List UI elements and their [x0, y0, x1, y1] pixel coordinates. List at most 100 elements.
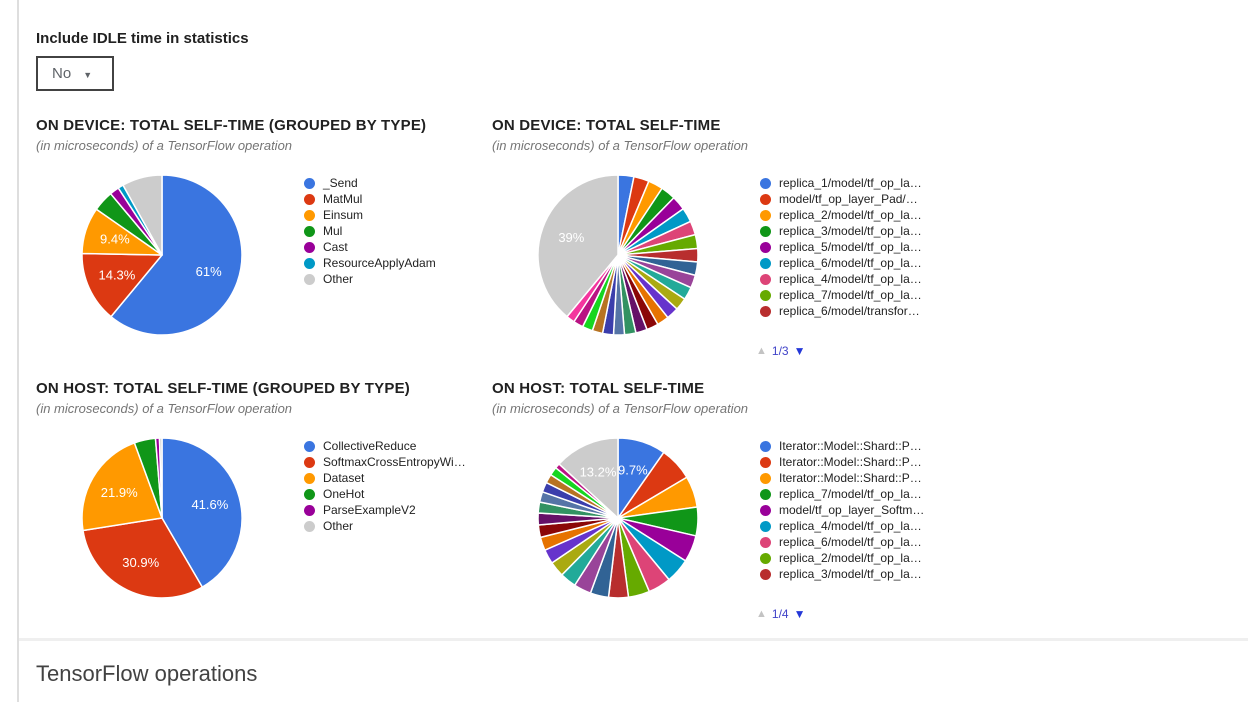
- pie-slice[interactable]: [558, 437, 619, 519]
- legend-swatch: [304, 440, 315, 452]
- legend-pagination: ▲ 1/3 ▼: [756, 344, 948, 358]
- legend-item: replica_2/model/tf_op_la…: [760, 207, 922, 223]
- legend-label: replica_1/model/tf_op_la…: [779, 176, 922, 190]
- legend-item: replica_4/model/tf_op_la…: [760, 271, 922, 287]
- legend-page-down-icon[interactable]: ▼: [793, 607, 806, 621]
- legend-label: Mul: [323, 224, 343, 238]
- pie-slice[interactable]: [110, 174, 243, 336]
- legend-label: replica_5/model/tf_op_la…: [779, 240, 922, 254]
- legend-page-up-icon[interactable]: ▲: [756, 608, 767, 620]
- legend-swatch: [304, 209, 315, 221]
- chart-subtitle: (in microseconds) of a TensorFlow operat…: [36, 138, 293, 153]
- pie-chart[interactable]: 61% 14.3% 9.4%: [78, 171, 246, 339]
- chart-legend: replica_1/model/tf_op_la… model/tf_op_lay…: [760, 171, 922, 339]
- legend-label: Dataset: [323, 471, 365, 485]
- legend-item: replica_3/model/tf_op_la…: [760, 566, 924, 582]
- legend-swatch: [304, 225, 315, 237]
- pie-slice[interactable]: [161, 437, 243, 588]
- legend-item: model/tf_op_layer_Softm…: [760, 502, 924, 518]
- legend-label: replica_6/model/tf_op_la…: [779, 535, 922, 549]
- idle-time-control: Include IDLE time in statistics No ▼: [36, 0, 1248, 91]
- legend-page-label: 1/3: [771, 344, 789, 358]
- legend-item: Iterator::Model::Shard::P…: [760, 438, 924, 454]
- pie-slice-percentage-label: 41.6%: [191, 497, 228, 512]
- legend-item: MatMul: [304, 191, 436, 207]
- legend-item: replica_1/model/tf_op_la…: [760, 175, 922, 191]
- pie-slice-percentage-label: 9.7%: [618, 463, 648, 478]
- legend-label: Iterator::Model::Shard::P…: [779, 439, 922, 453]
- legend-label: MatMul: [323, 192, 363, 206]
- chart-device-by-op: ON DEVICE: TOTAL SELF-TIME (in microseco…: [492, 117, 948, 358]
- legend-label: Einsum: [323, 208, 364, 222]
- legend-label: Other: [323, 519, 354, 533]
- legend-label: replica_7/model/tf_op_la…: [779, 487, 922, 501]
- legend-swatch: [760, 568, 771, 580]
- legend-swatch: [760, 273, 771, 285]
- legend-item: _Send: [304, 175, 436, 191]
- legend-item: replica_2/model/tf_op_la…: [760, 550, 924, 566]
- legend-label: replica_2/model/tf_op_la…: [779, 208, 922, 222]
- legend-label: replica_4/model/tf_op_la…: [779, 519, 922, 533]
- idle-time-select[interactable]: No ▼: [36, 56, 114, 91]
- pie-slice[interactable]: [81, 252, 163, 318]
- legend-label: replica_6/model/transfor…: [779, 304, 920, 318]
- legend-label: CollectiveReduce: [323, 439, 417, 453]
- idle-time-select-value: No: [52, 65, 72, 82]
- legend-swatch: [760, 225, 771, 237]
- legend-label: Cast: [323, 240, 348, 254]
- legend-label: Other: [323, 272, 354, 286]
- legend-swatch: [760, 193, 771, 205]
- section-heading: TensorFlow operations: [36, 661, 258, 686]
- legend-swatch: [760, 472, 771, 484]
- pie-slice[interactable]: [82, 517, 204, 599]
- dropdown-caret-icon: ▼: [83, 69, 93, 80]
- legend-swatch: [760, 257, 771, 269]
- legend-swatch: [760, 305, 771, 317]
- legend-page-label: 1/4: [771, 607, 789, 621]
- legend-label: replica_3/model/tf_op_la…: [779, 224, 922, 238]
- pie-slice-percentage-label: 39%: [558, 230, 584, 245]
- legend-label: replica_4/model/tf_op_la…: [779, 272, 922, 286]
- legend-swatch: [760, 552, 771, 564]
- legend-swatch: [760, 209, 771, 221]
- legend-item: ResourceApplyAdam: [304, 255, 436, 271]
- legend-swatch: [760, 289, 771, 301]
- chart-title: ON DEVICE: TOTAL SELF-TIME (GROUPED BY T…: [36, 117, 427, 134]
- chart-device-by-type: ON DEVICE: TOTAL SELF-TIME (GROUPED BY T…: [36, 117, 492, 358]
- chart-legend: CollectiveReduce SoftmaxCrossEntropyWi… Da…: [304, 434, 466, 602]
- legend-item: SoftmaxCrossEntropyWi…: [304, 454, 466, 470]
- pie-chart[interactable]: 41.6% 30.9% 21.9%: [78, 434, 246, 602]
- legend-item: Iterator::Model::Shard::P…: [760, 454, 924, 470]
- legend-label: SoftmaxCrossEntropyWi…: [323, 455, 466, 469]
- legend-item: OneHot: [304, 486, 466, 502]
- legend-item: Other: [304, 518, 466, 534]
- pie-slice[interactable]: [158, 437, 163, 519]
- legend-item: replica_7/model/tf_op_la…: [760, 486, 924, 502]
- pie-slice[interactable]: [122, 174, 163, 256]
- legend-item: model/tf_op_layer_Pad/…: [760, 191, 922, 207]
- pie-charts-grid: ON DEVICE: TOTAL SELF-TIME (GROUPED BY T…: [36, 117, 1248, 621]
- pie-slice-percentage-label: 30.9%: [122, 555, 159, 570]
- legend-swatch: [304, 472, 315, 484]
- legend-item: replica_6/model/tf_op_la…: [760, 255, 922, 271]
- legend-swatch: [304, 257, 315, 269]
- chart-host-by-type: ON HOST: TOTAL SELF-TIME (GROUPED BY TYP…: [36, 380, 492, 621]
- legend-label: ParseExampleV2: [323, 503, 416, 517]
- pie-chart[interactable]: 9.7% 13.2%: [534, 434, 702, 602]
- legend-label: _Send: [323, 176, 358, 190]
- legend-item: ParseExampleV2: [304, 502, 466, 518]
- pie-slice[interactable]: [537, 174, 619, 318]
- legend-item: replica_7/model/tf_op_la…: [760, 287, 922, 303]
- legend-item: Mul: [304, 223, 436, 239]
- legend-swatch: [760, 177, 771, 189]
- chart-subtitle: (in microseconds) of a TensorFlow operat…: [492, 401, 749, 416]
- legend-swatch: [304, 456, 315, 468]
- legend-page-up-icon[interactable]: ▲: [756, 345, 767, 357]
- legend-swatch: [760, 488, 771, 500]
- legend-label: model/tf_op_layer_Pad/…: [779, 192, 918, 206]
- pie-chart[interactable]: 39%: [534, 171, 702, 339]
- legend-item: Dataset: [304, 470, 466, 486]
- legend-label: Iterator::Model::Shard::P…: [779, 471, 922, 485]
- legend-page-down-icon[interactable]: ▼: [793, 344, 806, 358]
